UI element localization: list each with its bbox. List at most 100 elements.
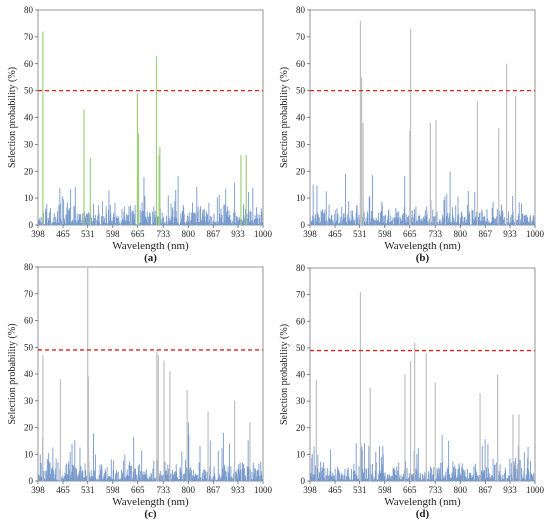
x-tick-label: 465 [56,485,70,495]
x-tick-label: 933 [503,485,517,495]
x-axis-label: Wavelength (nm) [384,496,461,508]
x-tick-label: 800 [181,229,195,239]
y-tick-label: 80 [296,5,306,15]
x-tick-label: 1000 [254,485,273,495]
x-tick-label: 1000 [526,485,545,495]
y-tick-label: 50 [24,86,34,96]
y-tick-label: 0 [301,220,306,230]
x-tick-label: 398 [31,229,45,239]
y-axis-label: Selection probability (%) [7,67,18,168]
y-tick-label: 20 [296,166,306,176]
bar-series-peaks [359,20,517,225]
x-tick-label: 398 [303,485,317,495]
y-tick-label: 70 [24,32,34,42]
y-axis-label: Selection probability (%) [279,67,290,168]
x-tick-label: 800 [181,485,195,495]
x-tick-label: 867 [479,485,493,495]
y-tick-label: 10 [24,449,34,459]
bar-series-background [37,422,263,481]
x-tick-label: 465 [56,229,70,239]
y-tick-label: 60 [296,59,306,69]
panel-label: (b) [416,252,430,264]
y-tick-label: 30 [296,396,306,406]
y-tick-label: 20 [24,423,34,433]
x-tick-label: 733 [156,229,170,239]
y-tick-label: 40 [24,113,34,123]
y-tick-label: 60 [296,316,306,326]
bar-series-background [309,171,535,225]
x-tick-label: 933 [503,229,517,239]
x-axis-label: Wavelength (nm) [112,496,189,508]
y-axis-label: Selection probability (%) [279,324,290,425]
x-tick-label: 665 [131,229,145,239]
y-tick-label: 40 [24,369,34,379]
y-tick-label: 40 [296,113,306,123]
y-tick-label: 10 [296,193,306,203]
panel-label: (a) [144,252,157,264]
y-tick-label: 30 [296,139,306,149]
y-tick-label: 50 [24,342,34,352]
chart-panel-2: 0 10 20 30 40 50 60 70 80 398 465 531 598 665 733 800 86… [279,5,545,264]
y-tick-label: 30 [24,139,34,149]
bar-series-peaks [42,31,247,225]
x-tick-label: 1000 [526,229,545,239]
y-tick-label: 40 [296,370,306,380]
x-tick-label: 465 [328,485,342,495]
x-tick-label: 867 [207,485,221,495]
y-tick-label: 80 [296,263,306,273]
x-tick-label: 531 [353,229,367,239]
x-tick-label: 933 [231,229,245,239]
x-tick-label: 867 [207,229,221,239]
x-tick-label: 531 [353,485,367,495]
x-tick-label: 665 [403,485,417,495]
x-tick-label: 733 [428,485,442,495]
x-tick-label: 398 [31,485,45,495]
chart-panel-1: 0 10 20 30 40 50 60 70 80 398 465 531 598 665 733 800 86… [7,5,273,264]
x-tick-label: 1000 [254,229,273,239]
y-tick-label: 80 [24,5,34,15]
x-tick-label: 933 [231,485,245,495]
x-tick-label: 465 [328,229,342,239]
plot-area [309,9,536,226]
plot-area [37,9,264,226]
bar-series-peaks [42,267,251,481]
y-tick-label: 70 [24,289,34,299]
y-tick-label: 20 [296,423,306,433]
x-tick-label: 733 [428,229,442,239]
y-tick-label: 70 [296,290,306,300]
y-tick-label: 10 [24,193,34,203]
bar-series-peaks [315,291,520,481]
y-tick-label: 0 [301,476,306,486]
y-tick-label: 0 [29,220,34,230]
y-tick-label: 30 [24,396,34,406]
x-tick-label: 531 [81,229,95,239]
x-tick-label: 800 [453,485,467,495]
x-tick-label: 867 [479,229,493,239]
x-tick-label: 733 [156,485,170,495]
y-axis-label: Selection probability (%) [7,323,18,424]
y-tick-label: 60 [24,316,34,326]
x-tick-label: 598 [106,229,120,239]
y-tick-label: 0 [29,476,34,486]
x-tick-label: 598 [106,485,120,495]
y-tick-label: 50 [296,86,306,96]
chart-panel-4: 0 10 20 30 40 50 60 70 80 398 465 531 598 665 733 800 86… [279,263,545,520]
x-tick-label: 398 [303,229,317,239]
x-axis-label: Wavelength (nm) [384,240,461,252]
x-tick-label: 665 [403,229,417,239]
bar-series-background [37,175,263,225]
y-tick-label: 80 [24,262,34,272]
y-tick-label: 10 [296,449,306,459]
x-tick-label: 598 [378,485,392,495]
x-tick-label: 531 [81,485,95,495]
bar-series-background [309,434,535,481]
panel-label: (d) [416,508,430,520]
plot-area [309,267,536,482]
y-tick-label: 60 [24,59,34,69]
y-tick-label: 20 [24,166,34,176]
y-tick-label: 50 [296,343,306,353]
x-axis-label: Wavelength (nm) [112,240,189,252]
panel-label: (c) [144,508,157,520]
y-tick-label: 70 [296,32,306,42]
